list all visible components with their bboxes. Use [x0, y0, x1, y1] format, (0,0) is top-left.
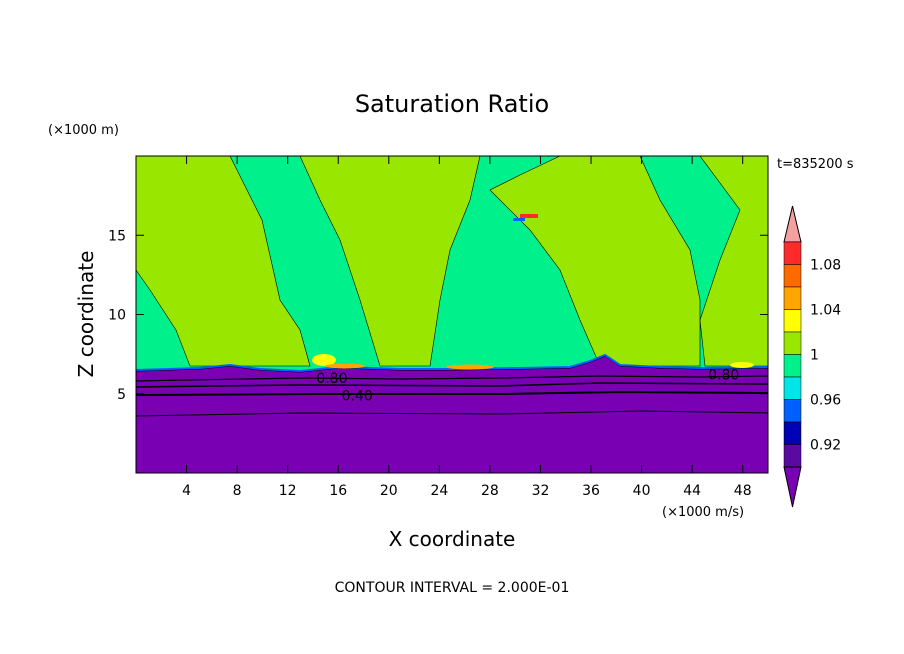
colorbar-swatch	[783, 421, 802, 445]
x-tick-label: 32	[532, 483, 550, 499]
x-tick-label: 8	[233, 483, 242, 499]
x-tick-label: 24	[430, 483, 448, 499]
saturation-pocket	[325, 363, 365, 369]
contour-line-040	[136, 390, 768, 396]
x-tick-label: 36	[582, 483, 600, 499]
saturation-pocket	[730, 362, 754, 368]
colorbar-swatch	[783, 286, 802, 310]
colorbar-label: 0.92	[810, 438, 841, 454]
supersaturated-band-middle	[299, 156, 481, 367]
colorbar-swatch	[783, 354, 802, 378]
colorbar-lower-arrow	[783, 466, 802, 508]
supersaturated-band-left	[136, 156, 311, 367]
y-axis-ticks: 5 10 15	[108, 228, 768, 403]
contour-line-060	[136, 382, 768, 388]
supersaturated-band-right-1	[489, 156, 701, 367]
contour-line-080	[136, 375, 768, 382]
plot-area	[136, 156, 768, 473]
colorbar-label: 1	[810, 348, 819, 364]
colorbar-label: 1.08	[810, 258, 841, 274]
chart-title: Saturation Ratio	[355, 90, 549, 118]
colorbar: 1.08 1.04 1 0.96 0.92	[783, 205, 841, 508]
saturation-pocket	[312, 354, 336, 366]
contour-line-020	[136, 410, 768, 417]
y-tick-label: 15	[108, 228, 126, 244]
x-tick-label: 4	[182, 483, 191, 499]
x-tick-label: 12	[279, 483, 297, 499]
x-unit-label: (×1000 m/s)	[662, 505, 744, 520]
colorbar-swatch	[783, 376, 802, 400]
colorbar-swatch	[783, 264, 802, 288]
contour-label: 0.40	[342, 388, 373, 404]
saturation-pocket	[520, 214, 538, 218]
colorbar-swatch	[783, 331, 802, 355]
time-label: t=835200 s	[777, 157, 854, 172]
x-tick-label: 44	[683, 483, 701, 499]
y-tick-label: 5	[117, 387, 126, 403]
saturation-pocket	[446, 364, 494, 370]
x-tick-label: 20	[380, 483, 398, 499]
x-axis-title: X coordinate	[389, 527, 516, 551]
x-tick-label: 28	[481, 483, 499, 499]
y-tick-label: 10	[108, 308, 126, 324]
colorbar-swatch	[783, 309, 802, 333]
x-axis-ticks: 4 8 12 16 20 24 28 32 36 40 44 48	[182, 156, 752, 499]
contour-label: 0.80	[708, 368, 739, 384]
contour-label: 0.80	[316, 371, 347, 387]
saturation-pocket	[513, 218, 525, 221]
colorbar-swatch	[783, 444, 802, 468]
colorbar-upper-arrow	[783, 205, 802, 243]
colorbar-swatch	[783, 399, 802, 423]
colorbar-swatch	[783, 241, 802, 265]
y-unit-label: (×1000 m)	[48, 123, 119, 138]
colorbar-label: 0.96	[810, 393, 841, 409]
y-axis-title: Z coordinate	[74, 251, 98, 378]
x-tick-label: 40	[633, 483, 651, 499]
x-tick-label: 16	[329, 483, 347, 499]
colorbar-label: 1.04	[810, 303, 841, 319]
supersaturated-band-right-2	[699, 156, 768, 367]
contour-interval-footer: CONTOUR INTERVAL = 2.000E-01	[335, 580, 570, 596]
x-tick-label: 48	[734, 483, 752, 499]
contour-labels: 0.800.400.80	[316, 368, 739, 405]
